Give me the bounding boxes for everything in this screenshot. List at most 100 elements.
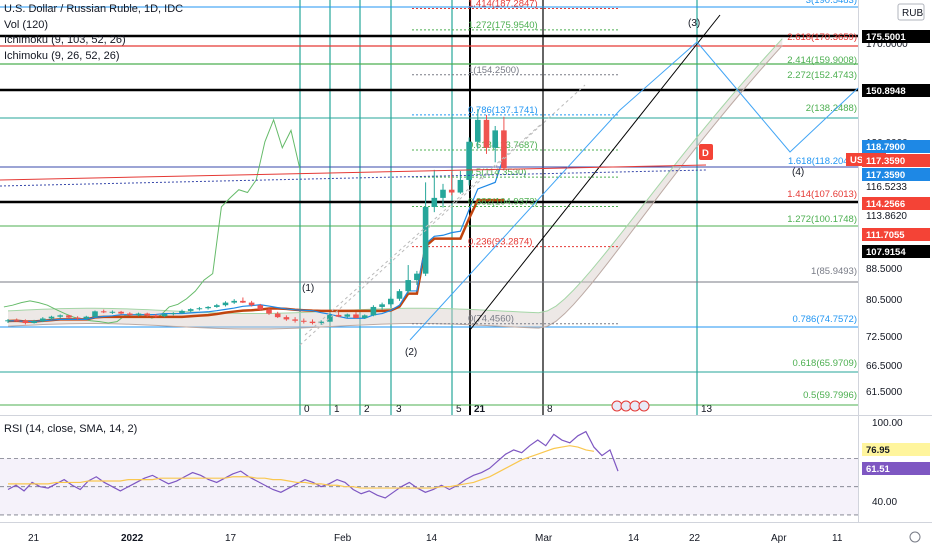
ichimoku-tenkan	[7, 156, 505, 323]
fib-extension-label: 3(190.5483)	[806, 0, 857, 6]
price-axis-tick: 113.8620	[866, 211, 907, 222]
fib-time-zone-label: 2	[364, 404, 370, 415]
fib-extension-label: 1.414(107.6013)	[787, 189, 857, 200]
fib-retracement-label: 0.236(93.2874)	[468, 237, 532, 248]
price-badge-label: 111.7055	[866, 230, 905, 241]
candle-body	[83, 316, 90, 319]
candle-body	[440, 189, 446, 198]
price-badge-bg	[862, 168, 930, 181]
event-badge-bg	[699, 144, 713, 160]
candle-body	[388, 298, 394, 305]
price-badge-label: 114.2566	[866, 199, 905, 210]
candle-body	[144, 313, 150, 316]
fib-retracement-label: 0(74.4560)	[468, 314, 514, 325]
price-badge: 117.3590	[862, 154, 930, 167]
fib-retracement-label: 1.272(175.9540)	[468, 20, 538, 31]
elliott-wave-label: (1)	[302, 283, 314, 294]
trend-line	[469, 14, 721, 331]
time-axis-tick: 11	[832, 533, 843, 544]
fib-extension-label: 1(85.9493)	[811, 266, 857, 277]
currency-button[interactable]: RUB	[897, 3, 925, 21]
candle-body	[335, 314, 342, 317]
price-axis-tick: 170.0000	[866, 39, 908, 50]
fib-time-zone-label: 0	[304, 404, 310, 415]
fib-extension-label: 2.272(152.4743)	[787, 70, 857, 81]
candle-body	[66, 315, 72, 318]
fib-time-zone-label: 8	[547, 404, 553, 415]
currency-button-label: RUB	[902, 8, 923, 19]
trend-line-dashed	[299, 84, 586, 346]
candle-body	[109, 311, 116, 313]
time-axis-tick: 22	[689, 533, 701, 544]
candle-body	[257, 305, 264, 310]
candle-body	[205, 306, 211, 309]
candle-body	[222, 302, 229, 306]
rsi-axis-tick: 100.00	[872, 418, 903, 429]
trend-line-dashed	[304, 124, 541, 336]
price-badge: 117.3590	[862, 168, 930, 181]
price-badge-label: 117.3590	[866, 170, 905, 181]
symbol-title: U.S. Dollar / Russian Ruble, 1D, IDC	[4, 3, 184, 15]
candle-body	[100, 311, 107, 313]
time-axis-tick: 2022	[121, 533, 144, 544]
fib-time-zone-label: 1	[334, 404, 340, 415]
rsi-ma-line	[8, 445, 595, 489]
price-badge-bg	[862, 228, 930, 241]
ichimoku-span-a	[7, 38, 783, 315]
indicator-ichimoku-1[interactable]: Ichimoku (9, 103, 52, 26)	[4, 34, 126, 46]
candle-body	[292, 319, 298, 321]
candle-body	[405, 280, 411, 292]
time-axis-tick: 21	[28, 533, 40, 544]
fib-extension-label: 1.618(118.2047)	[788, 156, 857, 167]
candle-body	[266, 309, 272, 314]
fib-time-zone-label: 5	[456, 404, 462, 415]
fib-extension-label: 2.414(159.9008)	[787, 55, 857, 66]
indicator-ichimoku-2[interactable]: Ichimoku (9, 26, 52, 26)	[4, 50, 120, 62]
event-badge-label: D	[702, 148, 709, 159]
rsi-ma-badge-label: 76.95	[866, 445, 890, 456]
country-flag-icon	[638, 400, 650, 412]
price-axis-tick: 116.5233	[866, 182, 907, 193]
price-badge-bg	[862, 84, 930, 97]
elliott-wave-label: (4)	[792, 167, 804, 178]
price-badge-bg	[862, 140, 930, 153]
candle-body	[475, 119, 481, 142]
rsi-legend[interactable]: RSI (14, close, SMA, 14, 2)	[4, 423, 138, 435]
candle-body	[283, 317, 290, 320]
rsi-ma-badge: 76.95	[862, 443, 930, 456]
candle-body	[248, 302, 255, 306]
price-axis-tick: 88.5000	[866, 264, 903, 275]
time-axis-tick: Feb	[334, 533, 352, 544]
candle-body	[5, 320, 11, 322]
candle-body	[74, 317, 81, 319]
fib-time-zone-label: 3	[396, 404, 402, 415]
candle-body	[135, 313, 142, 315]
ichimoku-span-b	[7, 45, 783, 330]
candle-body	[179, 310, 185, 314]
time-axis-tick: 17	[225, 533, 237, 544]
price-badge: 150.8948	[862, 84, 930, 97]
price-badge: 107.9154	[862, 245, 930, 258]
candle-body	[92, 311, 98, 317]
currency-button-bg	[897, 3, 925, 21]
candle-body	[318, 321, 324, 324]
fib-time-zone-label: 13	[701, 404, 713, 415]
candle-body	[31, 321, 37, 324]
time-axis-tick: 14	[628, 533, 640, 544]
price-axis-tick: 80.5000	[866, 295, 903, 306]
indicator-vol[interactable]: Vol (120)	[4, 19, 49, 31]
candle-body	[501, 130, 507, 169]
fib-retracement-label: 1.414(187.2847)	[468, 0, 538, 9]
candle-body	[370, 306, 377, 316]
price-axis-tick: 72.5000	[866, 332, 903, 343]
candle-body	[231, 300, 237, 303]
candle-body	[327, 314, 333, 322]
fib-retracement-label: 0.5(114.3530)	[468, 167, 526, 178]
candle-body	[344, 314, 351, 317]
fib-extension-label: 2(138.2488)	[806, 103, 857, 114]
price-axis-tick: 66.5000	[866, 361, 903, 372]
fib-retracement-label: 0.382(104.9373)	[468, 196, 538, 207]
ichimoku-lagging-span	[3, 118, 301, 324]
candle-body	[127, 313, 133, 315]
